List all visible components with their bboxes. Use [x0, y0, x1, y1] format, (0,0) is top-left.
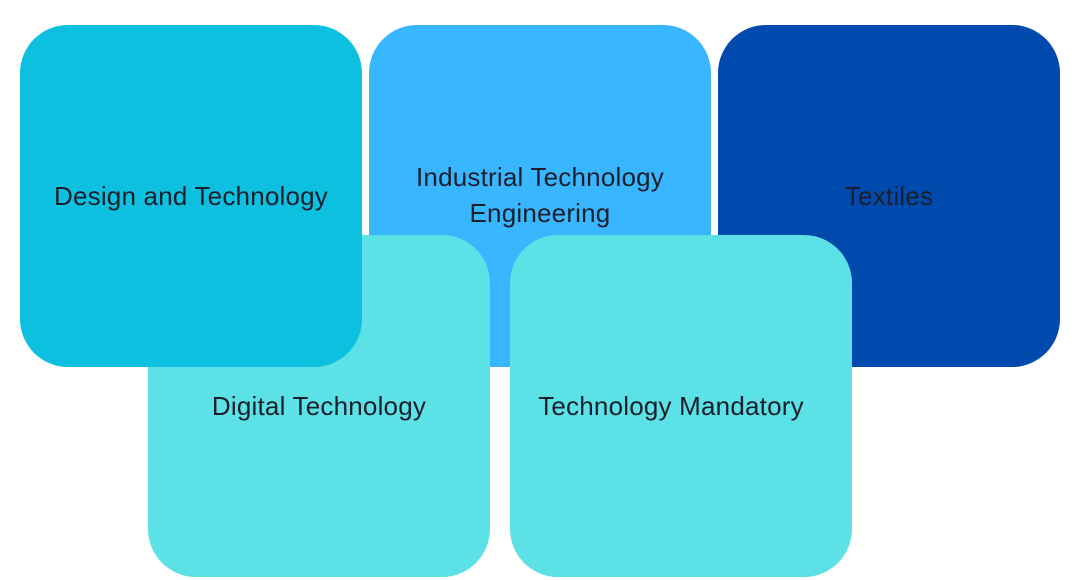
tile-label-line-1: Industrial Technology [416, 160, 664, 196]
tile-design-and-technology: Design and Technology [20, 25, 362, 367]
tile-label: Design and Technology [54, 179, 328, 215]
tile-label: Digital Technology [212, 389, 426, 425]
tile-label-line-2: Engineering [416, 196, 664, 232]
tile-label: Technology Mandatory [538, 389, 804, 425]
tile-technology-mandatory: Technology Mandatory [510, 235, 852, 577]
tile-label: Textiles [845, 179, 933, 215]
